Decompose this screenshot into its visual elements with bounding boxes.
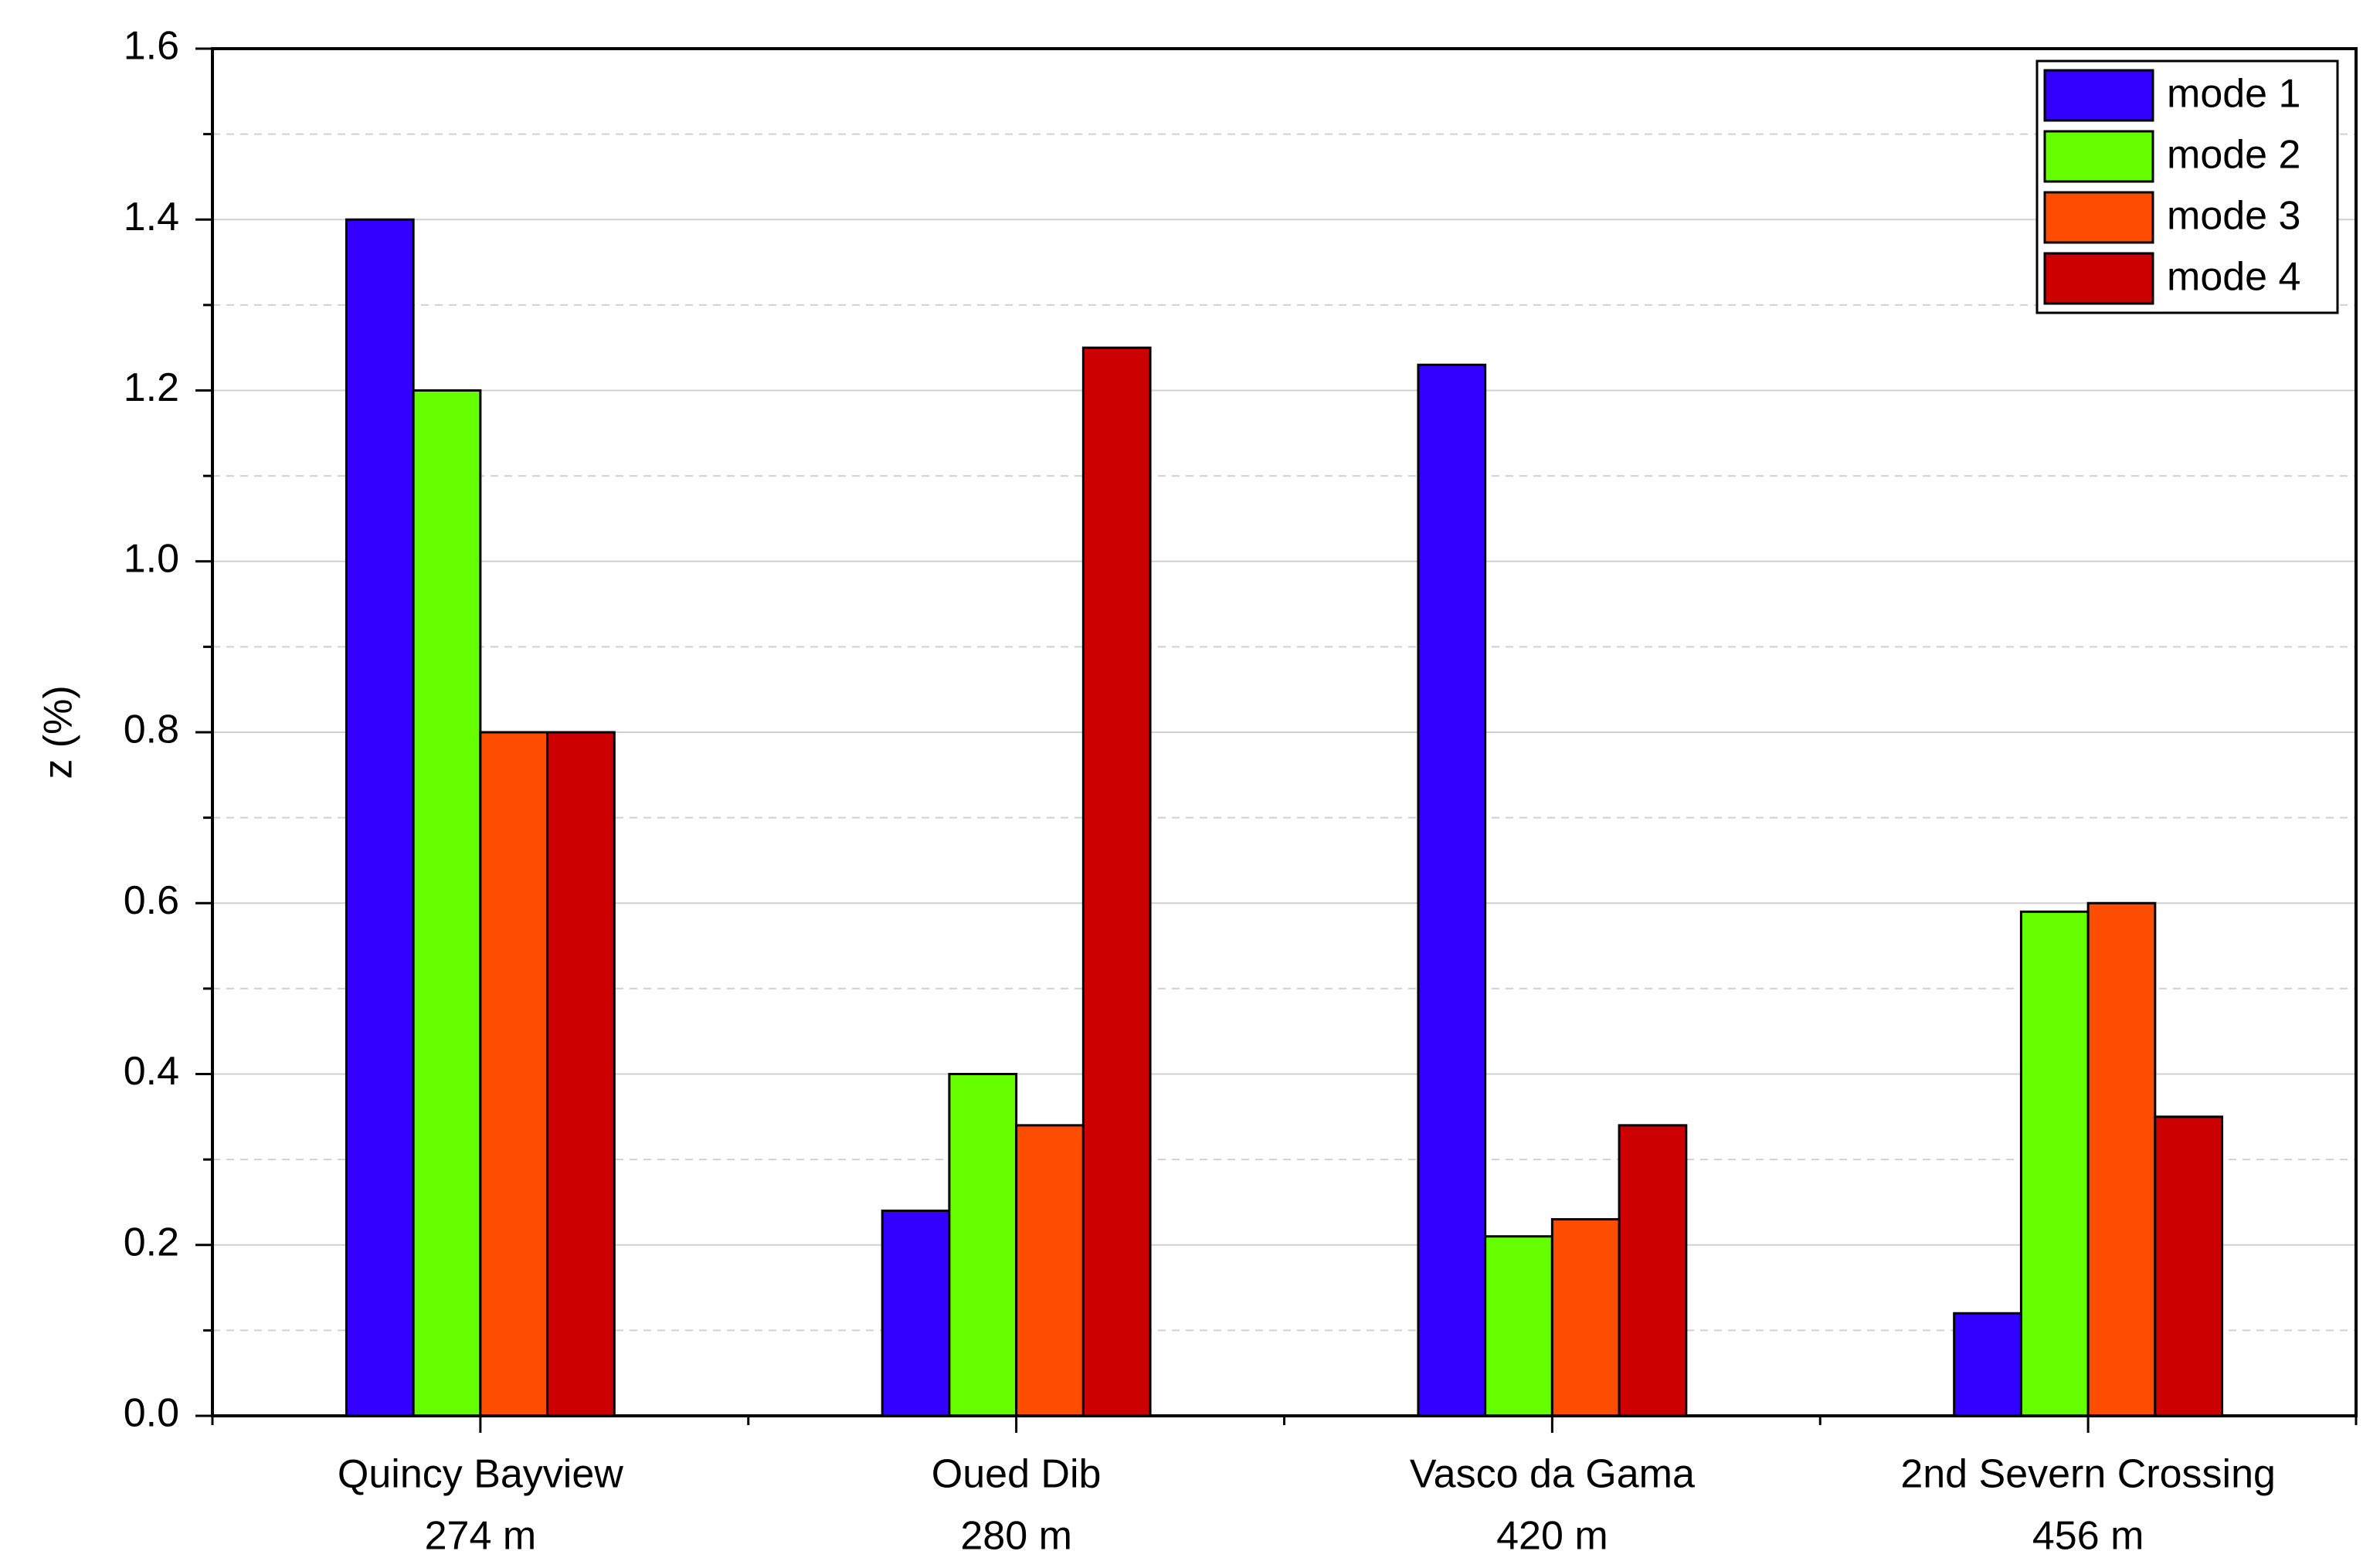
- x-tick-label: Vasco da Gama: [1410, 1452, 1695, 1497]
- y-tick-label: 0.8: [124, 708, 179, 752]
- legend-label: mode 4: [2167, 255, 2300, 300]
- y-tick-label: 0.6: [124, 878, 179, 923]
- legend-swatch: [2043, 69, 2154, 122]
- bar: [1484, 1235, 1553, 1417]
- y-axis-label: z (%): [36, 685, 81, 779]
- y-tick-label: 1.2: [124, 365, 179, 410]
- bar: [479, 731, 549, 1417]
- bar: [1015, 1124, 1085, 1417]
- y-tick-label: 1.6: [124, 24, 179, 69]
- x-tick-label: 456 m: [2032, 1514, 2144, 1559]
- bar: [881, 1210, 951, 1417]
- x-tick-label: Quincy Bayview: [338, 1452, 623, 1497]
- bar: [1550, 1218, 1621, 1417]
- y-tick-label: 0.4: [124, 1049, 179, 1094]
- legend-label: mode 2: [2167, 133, 2300, 178]
- x-tick-label: 280 m: [960, 1514, 1072, 1559]
- legend-swatch: [2043, 130, 2154, 183]
- bar: [2086, 901, 2157, 1417]
- bar: [1618, 1124, 1688, 1417]
- bar: [1417, 363, 1487, 1417]
- x-tick-label: 2nd Severn Crossing: [1900, 1452, 2276, 1497]
- bar: [2154, 1115, 2224, 1417]
- y-tick-label: 1.0: [124, 536, 179, 581]
- x-tick-label: 420 m: [1496, 1514, 1608, 1559]
- y-tick-label: 1.4: [124, 195, 179, 239]
- bar: [948, 1073, 1018, 1417]
- legend-swatch: [2043, 191, 2154, 244]
- legend-label: mode 3: [2167, 194, 2300, 239]
- legend-label: mode 1: [2167, 72, 2300, 117]
- bar: [2019, 910, 2090, 1417]
- bar: [1953, 1312, 2022, 1417]
- y-tick-label: 0.0: [124, 1391, 179, 1436]
- bar: [546, 731, 616, 1417]
- y-tick-label: 0.2: [124, 1220, 179, 1264]
- plot-frame: [211, 47, 2358, 1417]
- bar: [1081, 346, 1152, 1417]
- x-tick-label: 274 m: [425, 1514, 537, 1559]
- x-tick-label: Oued Dib: [932, 1452, 1102, 1497]
- bar: [412, 389, 482, 1417]
- bar: [345, 218, 415, 1417]
- legend-swatch: [2043, 252, 2154, 305]
